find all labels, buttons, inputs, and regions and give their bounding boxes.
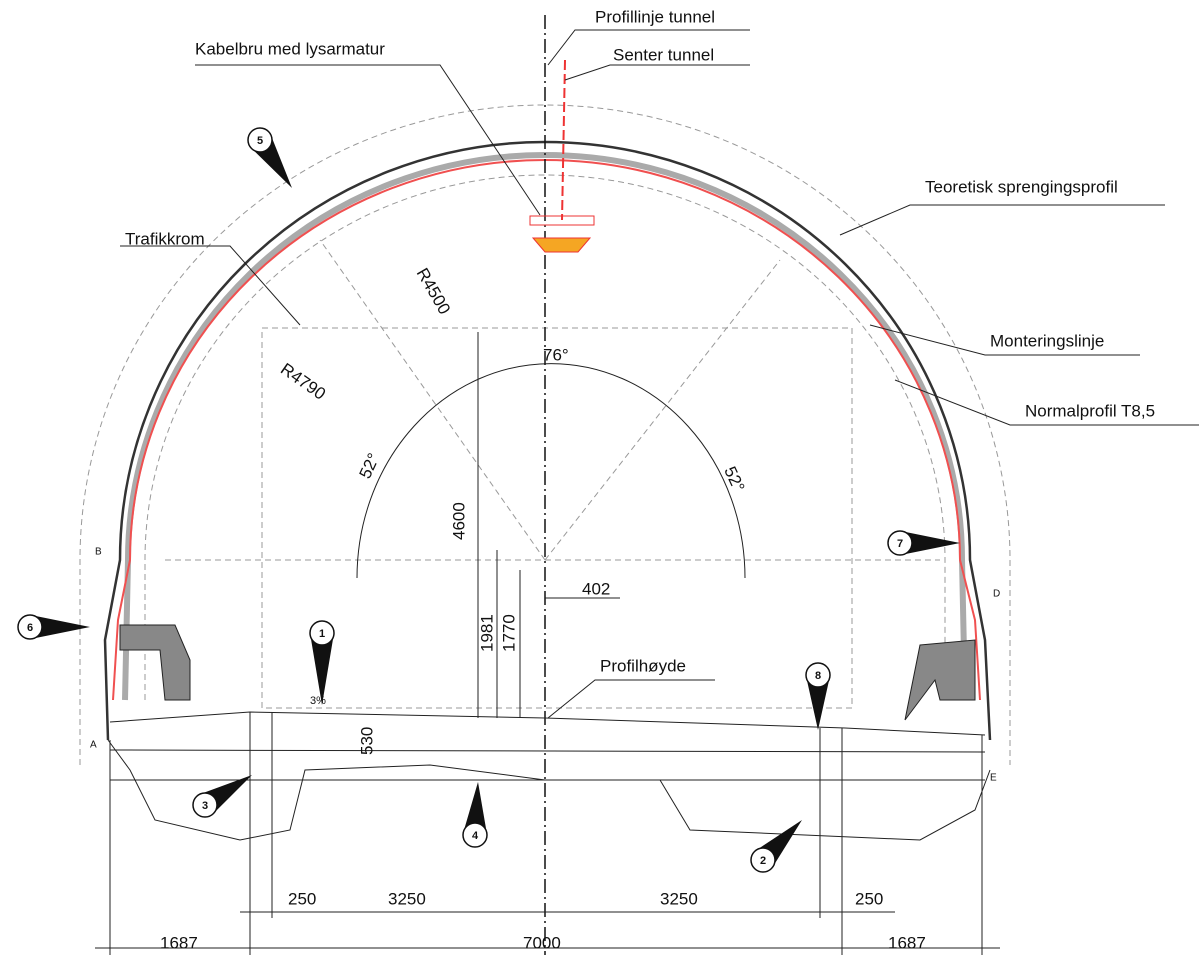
label: Senter tunnel (613, 45, 714, 64)
marker-circle (887, 530, 913, 556)
geometry (79, 15, 1199, 955)
dimension: 76° (543, 345, 569, 364)
marker-circle (805, 662, 831, 688)
marker-number: 2 (760, 855, 766, 867)
leader (839, 204, 1165, 236)
traffic-space (261, 327, 853, 709)
dimension: 4600 (449, 502, 468, 540)
marker-circle (192, 792, 218, 818)
dimension: 250 (288, 889, 316, 908)
letter: E (990, 773, 997, 784)
letter: A (90, 740, 97, 751)
dimension: 3250 (660, 889, 698, 908)
marker-number: 7 (897, 538, 903, 550)
cable-bridge (529, 215, 595, 226)
blast-profile (103, 140, 992, 741)
marker-circle (462, 822, 488, 848)
marker-circle (247, 127, 273, 153)
base-layer (109, 749, 986, 753)
marker-number: 1 (319, 628, 325, 640)
angle-arc (356, 363, 746, 579)
label: Profillinje tunnel (595, 7, 715, 26)
road-surface (109, 711, 986, 736)
leader (564, 64, 750, 81)
leader (547, 29, 750, 66)
dimension: R4790 (277, 359, 329, 403)
marker-pointer (903, 531, 960, 555)
dimension: 3% (310, 695, 326, 707)
dimension: 530 (357, 727, 376, 755)
labels: Profillinje tunnel Senter tunnel Kabelbr… (90, 7, 1155, 952)
dimension: 402 (582, 579, 610, 598)
leader (894, 379, 1199, 426)
dimension: 1770 (499, 614, 518, 652)
label: Kabelbru med lysarmatur (195, 39, 385, 58)
marker-pointer (310, 636, 334, 705)
dimension: 1687 (160, 933, 198, 952)
marker-number: 3 (202, 800, 208, 812)
marker-number: 5 (257, 135, 263, 147)
dimension: 1981 (477, 614, 496, 652)
marker-number: 4 (472, 830, 479, 842)
label: Profilhøyde (600, 656, 686, 675)
ray (544, 259, 781, 561)
letter: D (993, 589, 1000, 600)
leader (120, 245, 301, 326)
mounting-band (122, 152, 968, 701)
dimension: 250 (855, 889, 883, 908)
marker-circle (17, 614, 43, 640)
right-curb (904, 639, 976, 721)
leader (547, 679, 715, 719)
marker-circle (309, 620, 335, 646)
ray (319, 239, 546, 561)
leader (869, 324, 1140, 356)
letter: B (95, 547, 102, 558)
tunnel-center (561, 59, 566, 221)
left-curb (119, 624, 191, 701)
leader (195, 64, 541, 216)
outer-dashed-profile (79, 104, 1011, 765)
label: Monteringslinje (990, 331, 1104, 350)
rock-bottom (107, 739, 991, 841)
light-fixture (531, 237, 592, 253)
marker-pointer (806, 678, 830, 730)
label: Normalprofil T8,5 (1025, 401, 1155, 420)
dimension: R4500 (413, 265, 455, 318)
label: Trafikkrom (125, 229, 205, 248)
marker-circle (750, 847, 776, 873)
marker-pointer (463, 782, 487, 832)
label: Teoretisk sprengingsprofil (925, 177, 1118, 196)
dimension: 7000 (523, 933, 561, 952)
marker-number: 8 (815, 670, 821, 682)
marker-pointer (33, 615, 90, 639)
dimension: 3250 (388, 889, 426, 908)
markers: 1 2 3 4 5 6 7 8 (17, 127, 960, 873)
dimension: 52° (720, 464, 748, 495)
dimension: 1687 (888, 933, 926, 952)
marker-number: 6 (27, 622, 33, 634)
inner-dashed-profile (144, 174, 946, 700)
